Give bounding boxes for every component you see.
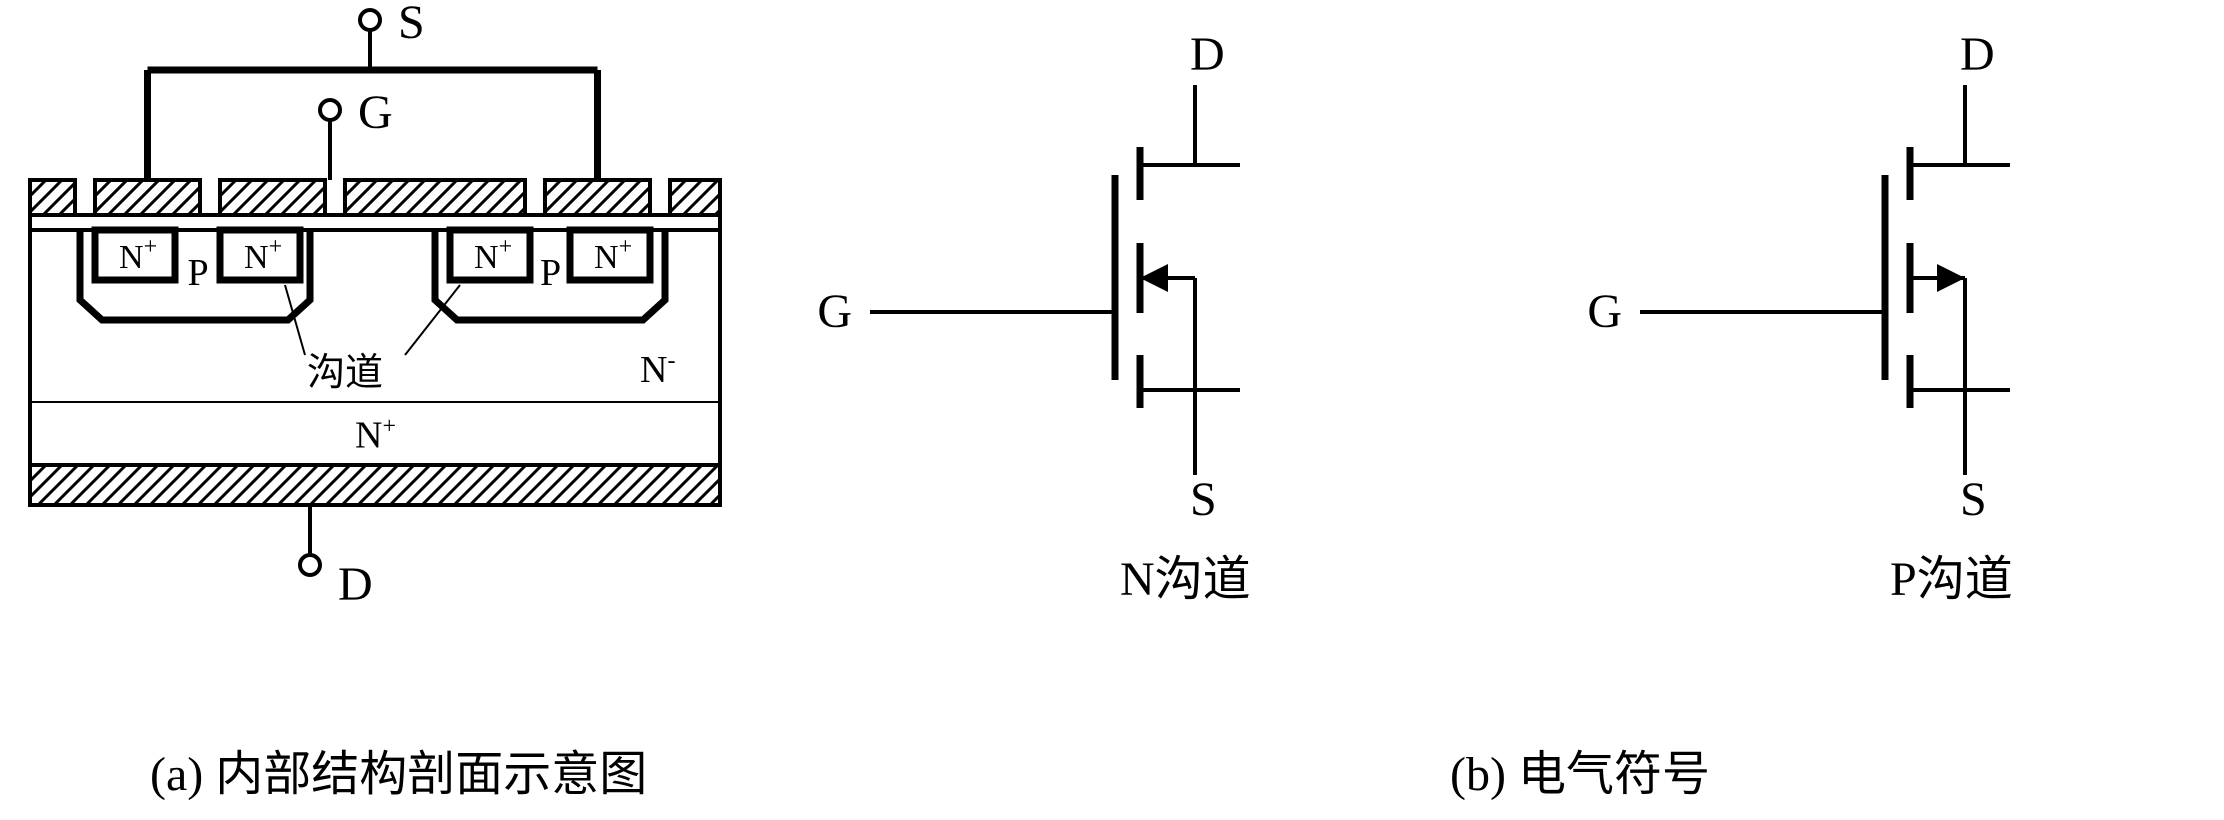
svg-text:N+: N+ xyxy=(594,234,632,276)
panel-a-cross-section: N+ N+ N+ N+ P P 沟道 N- N+ SG D (a) 内部结构剖面示意图 xyxy=(0,0,798,801)
svg-text:N-: N- xyxy=(640,348,675,391)
symbol-label: N沟道 xyxy=(1120,553,1251,606)
symbol-label: P沟道 xyxy=(1890,553,2013,606)
svg-text:G: G xyxy=(1587,285,1622,338)
mosfet-symbol: D G S P沟道 xyxy=(1587,28,2012,606)
svg-text:G: G xyxy=(817,285,852,338)
terminal-S-label: S xyxy=(398,0,425,49)
svg-text:P: P xyxy=(188,252,209,294)
svg-text:N+: N+ xyxy=(119,234,157,276)
mosfet-symbol: D G S N沟道 xyxy=(817,28,1250,606)
svg-text:D: D xyxy=(1960,28,1995,81)
svg-text:N+: N+ xyxy=(355,414,396,457)
svg-text:N+: N+ xyxy=(244,234,282,276)
svg-text:S: S xyxy=(1190,473,1217,526)
svg-text:S: S xyxy=(1960,473,1987,526)
terminal-D-label: D xyxy=(338,558,373,611)
mosfet-diagram: N+N+N+N+PP沟道N-N+SGD(a) 内部结构剖面示意图DGSN沟道DG… xyxy=(0,0,2224,815)
panel-a-caption: (a) 内部结构剖面示意图 xyxy=(150,748,647,801)
svg-text:P: P xyxy=(540,252,561,294)
terminal-G-label: G xyxy=(358,86,393,139)
svg-text:D: D xyxy=(1190,28,1225,81)
svg-text:N+: N+ xyxy=(474,234,512,276)
panel-b-caption: (b) 电气符号 xyxy=(1450,748,1710,801)
panel-b-symbols: D G S N沟道 D G S P沟道 (b) 电气符号 xyxy=(817,28,2012,801)
channel-label: 沟道 xyxy=(307,352,383,394)
